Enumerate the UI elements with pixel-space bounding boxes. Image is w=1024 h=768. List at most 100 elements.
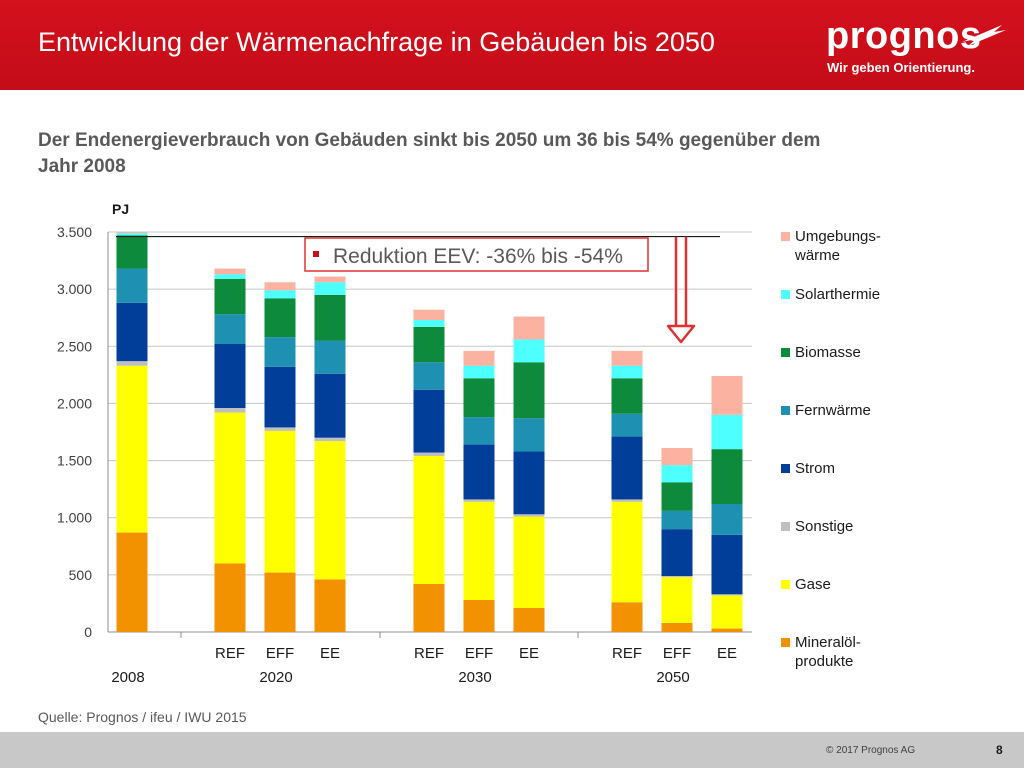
bar-segment (513, 608, 545, 632)
prognos-logo: prognos (826, 15, 982, 57)
bar-segment (463, 365, 495, 379)
bar-segment (463, 444, 495, 500)
bar-segment (711, 504, 743, 535)
bar-segment (264, 298, 296, 338)
bar-segment (116, 232, 148, 234)
page-number: 8 (996, 743, 1003, 757)
bar-segment (463, 350, 495, 366)
bar-segment (513, 418, 545, 452)
legend-label: Solarthermie (795, 286, 880, 303)
legend-swatch (781, 638, 790, 647)
bar-segment (264, 282, 296, 291)
bar-segment (463, 600, 495, 632)
x-year-label: 2030 (458, 669, 491, 686)
footer-bar (0, 732, 1024, 768)
slide-title: Entwicklung der Wärmenachfrage in Gebäud… (38, 27, 715, 57)
bar-segment (214, 278, 246, 315)
bar-segment (264, 430, 296, 573)
bar-segment (661, 622, 693, 632)
bar-segment (413, 326, 445, 363)
bar-segment (513, 362, 545, 419)
y-tick-label: 1.500 (57, 453, 92, 469)
bar-segment (116, 268, 148, 303)
bar-segment (711, 534, 743, 595)
arrow-head-icon (666, 324, 696, 344)
bar-segment (314, 441, 346, 580)
legend-swatch (781, 232, 790, 241)
legend-swatch (781, 348, 790, 357)
bar-segment (611, 602, 643, 632)
legend-label: Biomasse (795, 344, 861, 361)
bar-segment (214, 344, 246, 408)
legend-swatch (781, 464, 790, 473)
y-tick-label: 2.500 (57, 338, 92, 354)
y-tick-label: 500 (69, 567, 93, 583)
legend-label: Umgebungs-wärme (794, 228, 881, 264)
bar-segment (314, 437, 346, 442)
legend-swatch (781, 406, 790, 415)
legend-swatch (781, 522, 790, 531)
logo-tagline: Wir geben Orientierung. (827, 60, 975, 75)
x-tick-label: REF (215, 645, 245, 662)
callout-text: Reduktion EEV: -36% bis -54% (333, 245, 623, 268)
bar-segment (711, 594, 743, 596)
bar-segment (264, 572, 296, 632)
bar-segment (463, 499, 495, 502)
x-tick-label: EE (717, 645, 737, 662)
y-tick-label: 3.500 (57, 224, 92, 240)
reduction-callout (304, 237, 649, 272)
bar-segment (314, 340, 346, 374)
bar-segment (463, 378, 495, 418)
x-tick-label: EE (320, 645, 340, 662)
legend-swatch (781, 290, 790, 299)
bar-segment (264, 366, 296, 428)
header-bar (0, 0, 1024, 90)
bar-segment (661, 576, 693, 578)
x-tick-label: REF (414, 645, 444, 662)
bar-segment (611, 501, 643, 603)
stacked-bar-chart: 0 500 1.000 1.500 2.000 2.500 3.000 3.500 PJ 200… (57, 201, 881, 686)
bar-segment (314, 282, 346, 295)
bar-segment (214, 408, 246, 413)
bar-segment (413, 362, 445, 390)
bar-segment (116, 532, 148, 632)
legend-label: Fernwärme (795, 402, 871, 419)
legend-label: Mineralöl-produkte (795, 634, 861, 670)
bar-segment (116, 365, 148, 533)
x-year-label: 2008 (111, 669, 144, 686)
bar-segment (513, 516, 545, 608)
bar-segment (413, 309, 445, 320)
y-tick-label: 1.000 (57, 510, 92, 526)
bar-segment (711, 376, 743, 415)
bar-segment (214, 412, 246, 564)
bar-segment (116, 235, 148, 269)
bar-segment (661, 448, 693, 466)
x-year-label: 2050 (656, 669, 689, 686)
bar-segment (611, 350, 643, 366)
bar-segment (413, 452, 445, 456)
bar-segment (413, 320, 445, 327)
x-tick-label: EFF (465, 645, 493, 662)
bar-segment (661, 529, 693, 576)
bar-segment (513, 316, 545, 340)
legend-label: Gase (795, 576, 831, 593)
bar-segment (264, 427, 296, 431)
bar-segment (711, 449, 743, 504)
bar-segment (264, 337, 296, 367)
bar-segment (711, 414, 743, 450)
bar-segment (661, 577, 693, 623)
bar-segment (214, 268, 246, 275)
source-note: Quelle: Prognos / ifeu / IWU 2015 (38, 709, 247, 725)
bar-segment (314, 579, 346, 632)
y-tick-label: 0 (84, 624, 92, 640)
x-tick-label: REF (612, 645, 642, 662)
copyright-text: © 2017 Prognos AG (826, 745, 916, 756)
bar-segment (611, 413, 643, 437)
bar-segment (661, 510, 693, 530)
bar-segment (513, 339, 545, 363)
x-year-label: 2020 (259, 669, 292, 686)
bar-segment (513, 451, 545, 515)
y-tick-label: 2.000 (57, 395, 92, 411)
bar-segment (611, 436, 643, 500)
bar-segment (314, 276, 346, 283)
